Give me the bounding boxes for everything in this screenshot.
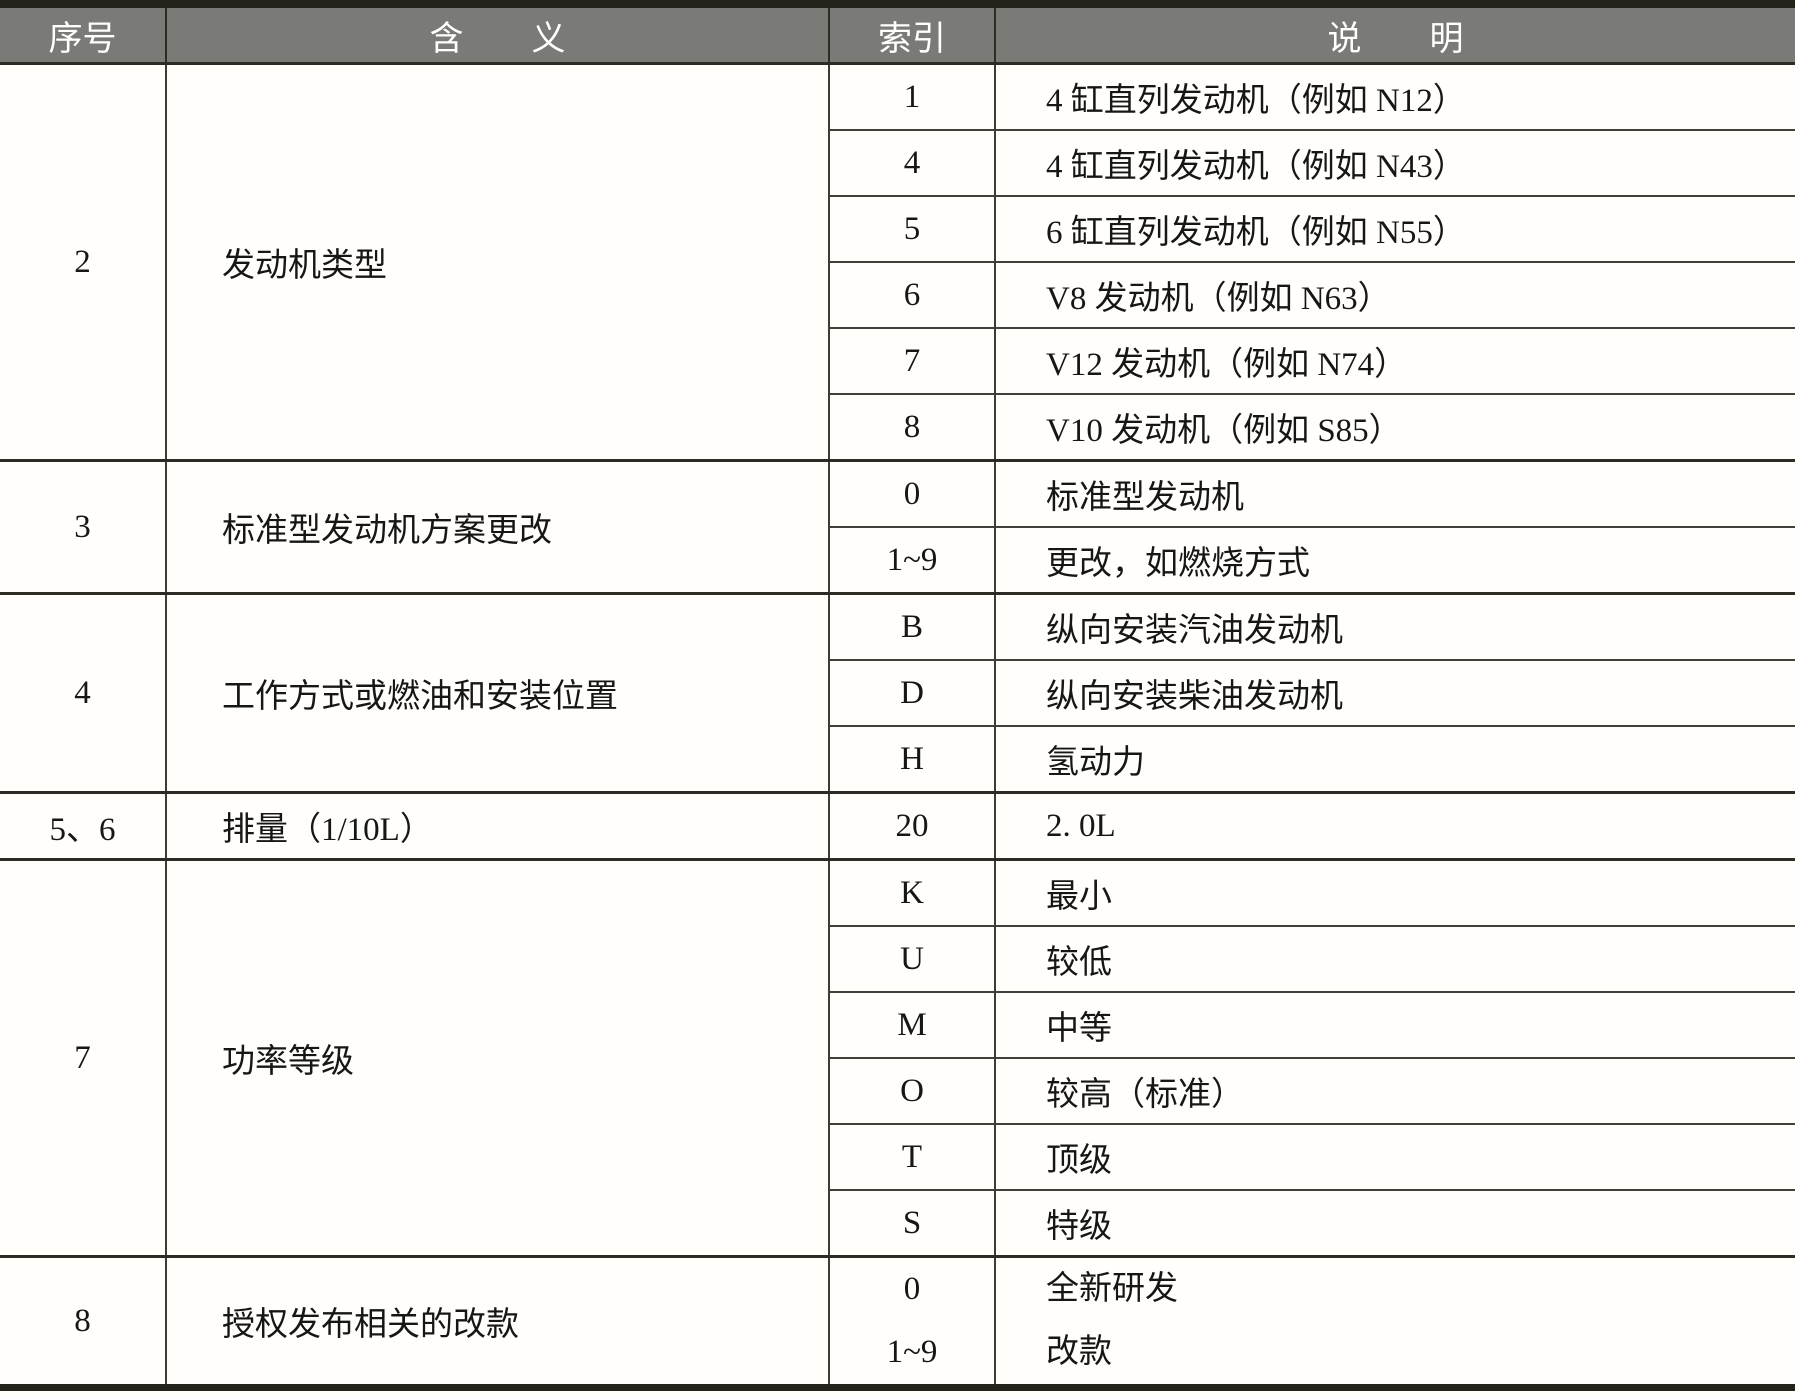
index-cell: S bbox=[829, 1189, 996, 1257]
table-row: 2 发动机类型 1 4 缸直列发动机（例如 N12） bbox=[0, 62, 1795, 461]
index-cell: 0 bbox=[829, 459, 996, 527]
index-cell: O bbox=[829, 1057, 996, 1124]
table-row: 4 工作方式或燃油和安装位置 B 纵向安装汽油发动机 bbox=[0, 592, 1795, 793]
section-meaning-cell: 功率等级 bbox=[166, 858, 830, 1257]
description-cell: 顶级 bbox=[995, 1123, 1795, 1190]
table-row: 6 V8 发动机（例如 N63） bbox=[0, 261, 1795, 328]
index-cell: U bbox=[829, 925, 996, 992]
description-cell: V12 发动机（例如 N74） bbox=[995, 327, 1795, 394]
description-cell: 2. 0L bbox=[995, 791, 1795, 860]
description-cell: V8 发动机（例如 N63） bbox=[995, 261, 1795, 328]
index-cell: 1 bbox=[829, 62, 996, 130]
section-meaning-cell: 发动机类型 bbox=[166, 62, 830, 461]
index-cell: M bbox=[829, 991, 996, 1058]
description-line: 全新研发 bbox=[1046, 1271, 1178, 1307]
table-row: U 较低 bbox=[0, 925, 1795, 992]
index-cell: K bbox=[829, 858, 996, 926]
description-cell: 特级 bbox=[995, 1189, 1795, 1257]
table-row: 7 V12 发动机（例如 N74） bbox=[0, 327, 1795, 394]
table-row: S 特级 bbox=[0, 1189, 1795, 1257]
header-no: 序号 bbox=[0, 4, 167, 65]
index-cell: 5 bbox=[829, 195, 996, 262]
index-cell: T bbox=[829, 1123, 996, 1190]
index-cell: 8 bbox=[829, 393, 996, 461]
section-number-cell: 4 bbox=[0, 592, 167, 793]
table-row: 8 V10 发动机（例如 S85） bbox=[0, 393, 1795, 461]
description-cell: 6 缸直列发动机（例如 N55） bbox=[995, 195, 1795, 262]
index-cell: 4 bbox=[829, 129, 996, 196]
section-meaning-cell: 工作方式或燃油和安装位置 bbox=[166, 592, 830, 793]
description-cell: V10 发动机（例如 S85） bbox=[995, 393, 1795, 461]
section-number-cell: 2 bbox=[0, 62, 167, 461]
index-cell: D bbox=[829, 659, 996, 726]
section-meaning-cell: 排量（1/10L） bbox=[166, 791, 830, 860]
index-cell: 1~9 bbox=[829, 526, 996, 594]
description-cell: 较低 bbox=[995, 925, 1795, 992]
index-cell: 20 bbox=[829, 791, 996, 860]
table-row: 8 授权发布相关的改款 0 1~9 全新研发 改款 bbox=[0, 1255, 1795, 1388]
description-cell: 纵向安装柴油发动机 bbox=[995, 659, 1795, 726]
index-cell: 6 bbox=[829, 261, 996, 328]
table-row: T 顶级 bbox=[0, 1123, 1795, 1190]
table-row: 7 功率等级 K 最小 bbox=[0, 858, 1795, 1257]
table-row: 3 标准型发动机方案更改 0 标准型发动机 bbox=[0, 459, 1795, 594]
section-number-cell: 5、6 bbox=[0, 791, 167, 860]
table-header-row: 序号 含 义 索引 说 明 bbox=[0, 4, 1795, 65]
header-description: 说 明 bbox=[995, 4, 1795, 65]
table-row: D 纵向安装柴油发动机 bbox=[0, 659, 1795, 726]
table-row: 5、6 排量（1/10L） 20 2. 0L bbox=[0, 791, 1795, 860]
table-row: 4 4 缸直列发动机（例如 N43） bbox=[0, 129, 1795, 196]
table-row: 5 6 缸直列发动机（例如 N55） bbox=[0, 195, 1795, 262]
table-row: 1~9 更改，如燃烧方式 bbox=[0, 526, 1795, 594]
index-cell: B bbox=[829, 592, 996, 660]
index-line: 0 bbox=[903, 1271, 921, 1307]
description-cell: 更改，如燃烧方式 bbox=[995, 526, 1795, 594]
description-line: 改款 bbox=[1046, 1334, 1112, 1370]
section-meaning-cell: 授权发布相关的改款 bbox=[166, 1255, 830, 1388]
table-row: H 氢动力 bbox=[0, 725, 1795, 793]
section-number-cell: 3 bbox=[0, 459, 167, 594]
description-cell: 纵向安装汽油发动机 bbox=[995, 592, 1795, 660]
section-meaning-cell: 标准型发动机方案更改 bbox=[166, 459, 830, 594]
table-row: M 中等 bbox=[0, 991, 1795, 1058]
description-cell: 较高（标准） bbox=[995, 1057, 1795, 1124]
description-cell: 中等 bbox=[995, 991, 1795, 1058]
description-cell: 最小 bbox=[995, 858, 1795, 926]
description-cell: 标准型发动机 bbox=[995, 459, 1795, 527]
index-cell: 0 1~9 bbox=[829, 1255, 996, 1388]
description-cell: 氢动力 bbox=[995, 725, 1795, 793]
description-cell: 全新研发 改款 bbox=[995, 1255, 1795, 1388]
description-cell: 4 缸直列发动机（例如 N12） bbox=[995, 62, 1795, 130]
index-cell: 7 bbox=[829, 327, 996, 394]
header-meaning: 含 义 bbox=[166, 4, 830, 65]
header-index: 索引 bbox=[829, 4, 996, 65]
description-cell: 4 缸直列发动机（例如 N43） bbox=[995, 129, 1795, 196]
section-number-cell: 7 bbox=[0, 858, 167, 1257]
table-row: O 较高（标准） bbox=[0, 1057, 1795, 1124]
index-line: 1~9 bbox=[886, 1334, 938, 1370]
index-cell: H bbox=[829, 725, 996, 793]
section-number-cell: 8 bbox=[0, 1255, 167, 1388]
